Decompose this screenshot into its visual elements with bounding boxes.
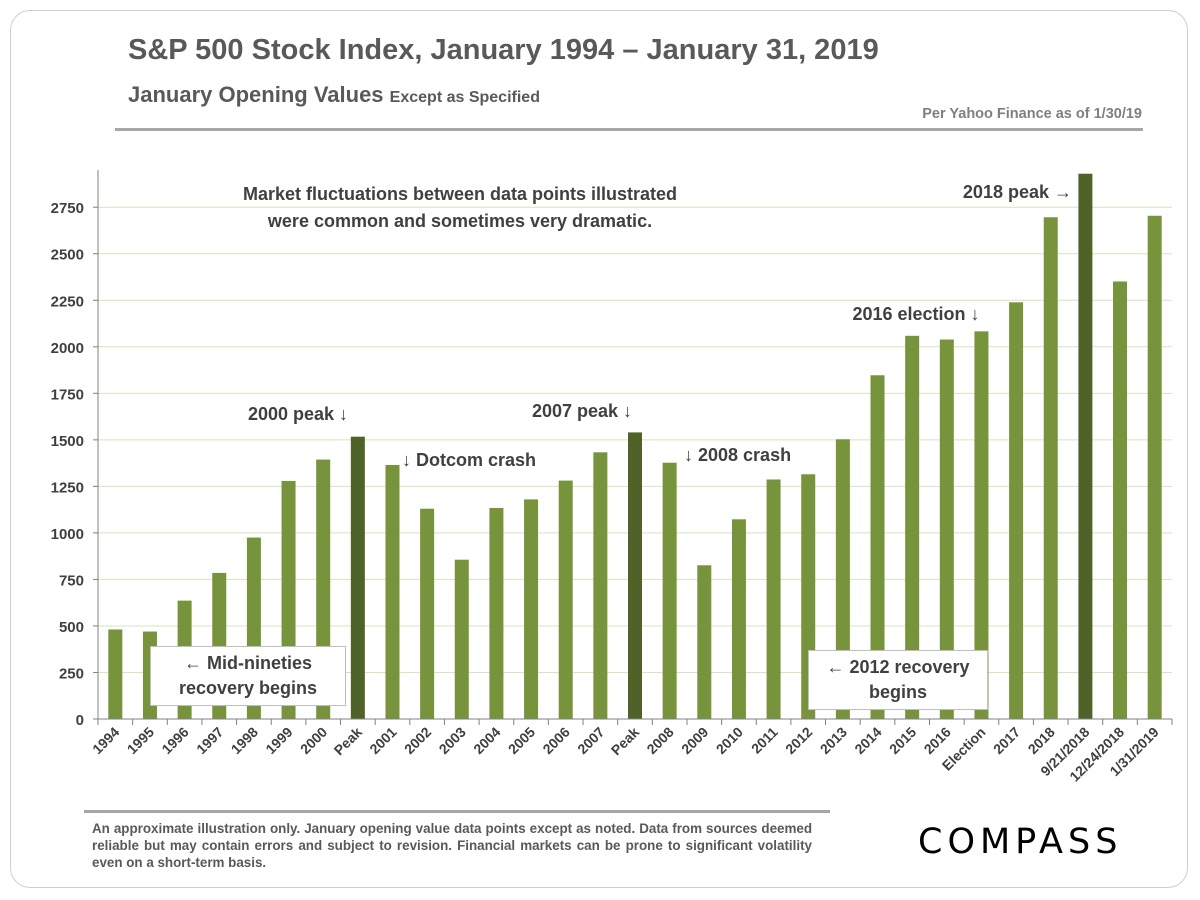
x-tick-label: 2017 [990,724,1023,757]
bar [593,452,608,719]
bar [1043,217,1058,719]
fluctuation-note-line2: were common and sometimes very dramatic. [267,211,652,231]
bars [108,173,1162,720]
compass-logo: COMPASS [918,822,1123,862]
x-tick-label: 2005 [505,724,538,757]
bar [385,464,400,719]
bar [350,436,365,719]
axes [93,170,1173,725]
x-tick-label: 2003 [436,724,469,757]
bar [628,432,642,719]
x-tick-label: 2013 [817,724,850,757]
x-tick-label: 2004 [470,724,503,757]
bar [558,480,573,719]
slide-frame [10,10,1188,888]
y-tick-label: 1500 [51,433,84,450]
bar [524,499,539,719]
x-tick-label: 2009 [678,724,711,757]
x-tick-label: 1998 [228,724,261,757]
recovery-2012-note: ← 2012 recovery begins [808,650,988,710]
y-tick-label: 1000 [51,526,84,543]
y-tick-label: 2500 [51,247,84,264]
x-tick-label: 2000 [297,724,330,757]
annotation-label: ↓ Dotcom crash [402,450,536,470]
bar [731,519,746,719]
x-tick-label: 1996 [158,724,191,757]
annotation-label: 2007 peak ↓ [532,401,632,421]
x-tick-label: 2014 [851,724,884,757]
annotation-label: ↓ 2008 crash [684,445,791,465]
source-note: Per Yahoo Finance as of 1/30/19 [922,106,1142,122]
x-tick-label: 2006 [539,724,572,757]
bar [454,559,469,719]
bar [1113,281,1128,719]
bar [939,339,954,719]
bar [420,508,435,719]
chart-subtitle: January Opening Values Except as Specifi… [128,82,540,108]
x-tick-label: Peak [331,724,366,759]
fluctuation-note-line1: Market fluctuations between data points … [243,184,677,204]
bar [1147,215,1162,720]
x-tick-label: 1997 [193,724,226,757]
x-tick-label: 2012 [782,724,815,757]
bar [905,335,920,719]
y-tick-label: 1750 [51,386,84,403]
y-tick-labels: 0 250 500 750 1000 1250 1500 1750 2000 2250 2500 27… [51,200,84,729]
x-tick-label: 2002 [401,724,434,757]
x-tick-label: Peak [608,724,643,759]
x-tick-label: 1999 [262,724,295,757]
mid-nineties-note-line2: recovery begins [178,678,318,698]
x-tick-label: 2007 [574,724,607,757]
bar [108,629,123,719]
bar [697,565,712,719]
x-tick-label: 2015 [886,724,919,757]
x-tick-label: 1994 [89,724,122,757]
x-tick-label: 1995 [124,724,157,757]
x-tick-label: 2011 [748,724,781,757]
x-tick-labels: 1994 1995 1996 1997 1998 1999 2000 Peak 2001 2002… [89,724,1162,785]
y-tick-label: 2000 [51,340,84,357]
y-tick-label: 500 [59,619,84,636]
mid-nineties-note: ← Mid-nineties recovery begins [150,646,346,706]
y-tick-label: 1250 [51,479,84,496]
mid-nineties-note-line1: ← Mid-nineties [183,653,312,673]
disclaimer: An approximate illustration only. Januar… [92,821,812,870]
bar [1009,302,1024,719]
y-tick-label: 750 [59,572,84,589]
y-tick-label: 2750 [51,200,84,217]
annotation-label: 2016 election ↓ [852,304,979,324]
bar [870,375,885,719]
footer-divider [84,810,830,813]
x-tick-label: 2008 [643,724,676,757]
annotations: 2000 peak ↓ ↓ Dotcom crash 2007 peak ↓ ↓ 20… [248,182,1072,470]
recovery-2012-note-line1: ← 2012 recovery [826,657,970,677]
x-tick-label: 2010 [713,724,746,757]
bar [835,439,850,719]
bar [662,462,677,719]
annotation-label: 2018 peak → [963,182,1072,202]
header-divider [115,128,1143,131]
subtitle-small: Except as Specified [389,89,540,106]
y-tick-label: 250 [59,665,84,682]
subtitle-main: January Opening Values [128,82,384,107]
bar [974,331,989,719]
annotation-label: 2000 peak ↓ [248,404,348,424]
y-tick-label: 2250 [51,293,84,310]
chart-title: S&P 500 Stock Index, January 1994 – Janu… [128,34,879,66]
x-tick-label: 2001 [366,724,399,757]
bar [1078,173,1093,719]
bar [766,479,781,719]
recovery-2012-note-line2: begins [868,682,927,702]
bar [489,507,504,719]
y-tick-label: 0 [76,712,84,729]
